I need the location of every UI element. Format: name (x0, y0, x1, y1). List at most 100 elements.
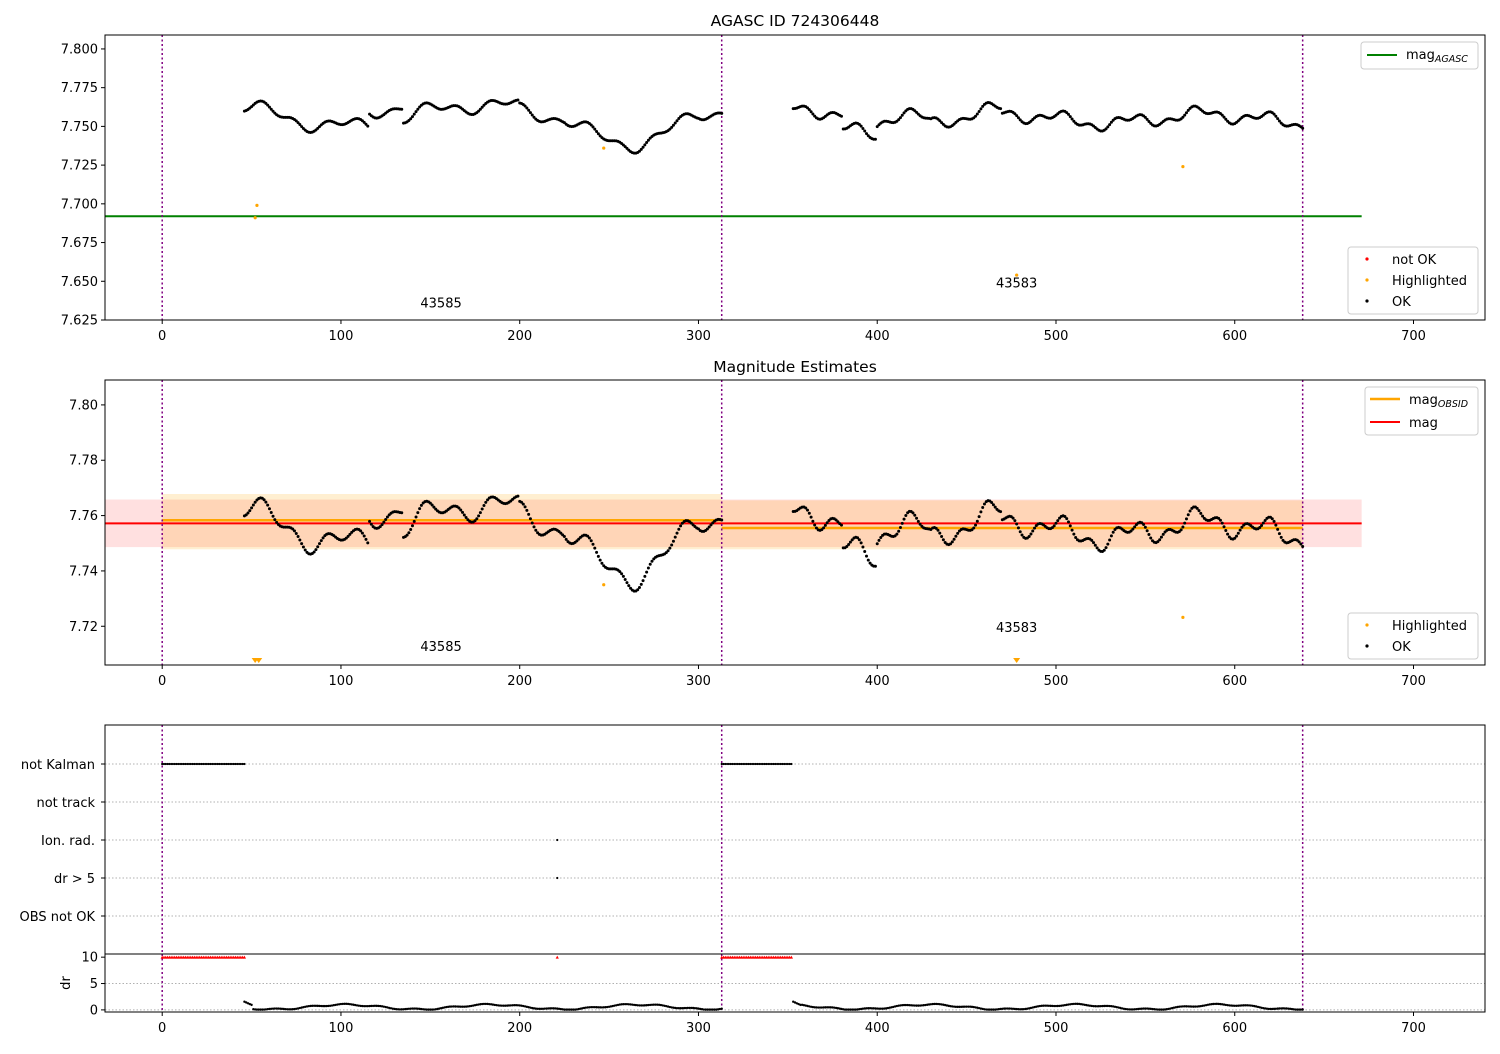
dr-point (1153, 1008, 1156, 1011)
dr-point (506, 1004, 509, 1007)
ok-point (484, 500, 488, 504)
dr-point (931, 1002, 934, 1006)
dr-point (645, 1004, 648, 1007)
ok-point (362, 534, 366, 538)
dr-point (988, 1008, 992, 1011)
dr-point (918, 1004, 922, 1007)
flag-point (749, 762, 752, 766)
ok-point (527, 512, 531, 516)
flag-point (182, 762, 185, 766)
flag-point (221, 762, 225, 766)
dr-point (1263, 1007, 1267, 1010)
y-tick-label: 7.650 (61, 275, 98, 290)
dr-point (858, 1008, 861, 1011)
dr-point (811, 1005, 815, 1009)
ok-point (1029, 532, 1033, 536)
ok-point (298, 123, 302, 127)
dr-point (507, 1004, 511, 1007)
dr-point (808, 1005, 811, 1008)
dr-point (679, 1007, 682, 1010)
dr-point (393, 1007, 396, 1011)
x-tick-label: 500 (1044, 1021, 1069, 1036)
dr-point (552, 1007, 555, 1010)
dr-point (852, 1008, 856, 1011)
dr-point (411, 1007, 414, 1010)
dr-point (477, 1003, 480, 1006)
dr-point (602, 1006, 605, 1009)
dr-point (913, 1004, 916, 1007)
ok-point (457, 506, 461, 510)
ok-point (593, 546, 597, 550)
flag-point (740, 762, 743, 766)
dr-point (1167, 1007, 1170, 1011)
ok-point (414, 515, 418, 519)
dr-point (1099, 1004, 1102, 1008)
dr-point (981, 1007, 984, 1011)
dr-point (1208, 1003, 1211, 1006)
dr-point (278, 1007, 282, 1010)
ok-point (527, 108, 531, 112)
ok-point (262, 498, 266, 502)
ok-point (1181, 115, 1185, 119)
ok-point (1104, 127, 1108, 131)
dr-point (922, 1004, 925, 1007)
flag-point (180, 762, 183, 766)
ok-point (677, 117, 681, 121)
ok-point (1301, 126, 1305, 130)
y-tick-label: 7.74 (69, 564, 98, 579)
dr-point (447, 1005, 450, 1009)
dr-point (661, 1004, 664, 1007)
dr-point (286, 1008, 289, 1011)
dr-point (650, 1003, 654, 1006)
y-tick-label: 7.625 (61, 314, 98, 329)
dr-point (332, 1004, 336, 1007)
dr-point (1103, 1004, 1106, 1008)
dr-point (936, 1002, 940, 1006)
dr-point (1219, 1002, 1222, 1006)
ok-point (1260, 524, 1264, 528)
dr-point (341, 1002, 344, 1006)
ok-point (979, 510, 983, 514)
dr-point (942, 1003, 945, 1006)
dr-clipped-point (242, 955, 247, 959)
dr-point (1165, 1008, 1169, 1011)
flag-point (767, 762, 770, 766)
ok-point (407, 531, 411, 535)
ok-point (409, 117, 413, 121)
dr-point (859, 1007, 863, 1011)
ok-point (861, 126, 865, 130)
dr-ticks: 0 100 200 300 400 500 600 700 0 5 10 (81, 951, 1425, 1036)
ok-point (671, 123, 675, 127)
dr-point (389, 1007, 393, 1010)
ok-point (1129, 529, 1133, 533)
dr-point (504, 1004, 507, 1007)
dr-point (1244, 1004, 1247, 1007)
ok-point (419, 503, 423, 507)
x-tick-label: 700 (1401, 1021, 1426, 1036)
flag-point (212, 762, 216, 766)
dr-point (559, 1007, 563, 1011)
dr-point (631, 1003, 634, 1006)
estimates-point-legend: Highlighted OK (1347, 612, 1479, 660)
dr-point (1026, 1007, 1029, 1010)
dr-point (1301, 1008, 1304, 1011)
ok-point (532, 115, 536, 119)
ok-point (385, 515, 389, 519)
ok-point (913, 513, 917, 517)
dr-point (1022, 1007, 1026, 1011)
dr-point (972, 1005, 975, 1009)
flag-point (756, 762, 759, 766)
flag-point (738, 762, 741, 766)
ok-point (482, 504, 486, 508)
ok-point (941, 538, 945, 542)
ok-point (1111, 530, 1115, 534)
ok-point (1063, 515, 1067, 519)
dr-point (641, 1004, 645, 1007)
dr-point (960, 1005, 963, 1009)
estimates-panel: Magnitude Estimates 0 100 200 300 400 500 600 7… (69, 358, 1486, 689)
dr-point (1079, 1002, 1083, 1006)
ok-point (1095, 546, 1099, 550)
dr-point (815, 1006, 818, 1009)
flag-point (781, 762, 784, 766)
obsid-label: 43583 (996, 621, 1037, 636)
